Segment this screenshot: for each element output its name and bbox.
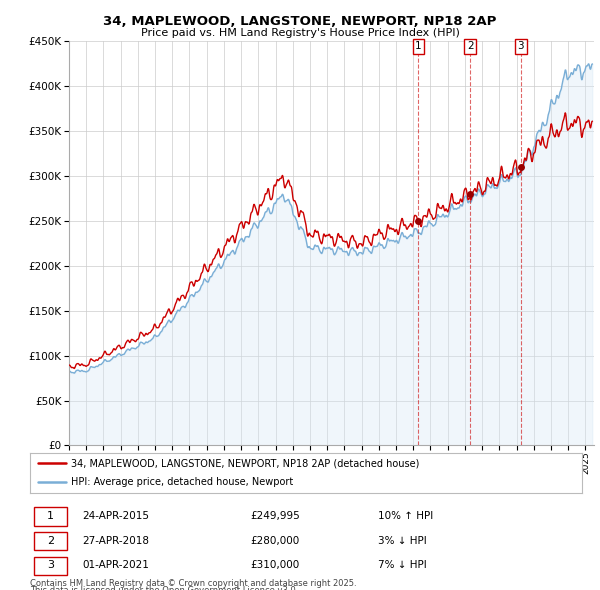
Text: 27-APR-2018: 27-APR-2018 (82, 536, 149, 546)
Text: 7% ↓ HPI: 7% ↓ HPI (378, 560, 427, 571)
Text: This data is licensed under the Open Government Licence v3.0.: This data is licensed under the Open Gov… (30, 586, 298, 590)
Text: 3% ↓ HPI: 3% ↓ HPI (378, 536, 427, 546)
FancyBboxPatch shape (34, 507, 67, 526)
Text: Contains HM Land Registry data © Crown copyright and database right 2025.: Contains HM Land Registry data © Crown c… (30, 579, 356, 588)
Text: 34, MAPLEWOOD, LANGSTONE, NEWPORT, NP18 2AP (detached house): 34, MAPLEWOOD, LANGSTONE, NEWPORT, NP18 … (71, 458, 420, 468)
Text: £249,995: £249,995 (251, 511, 301, 521)
Text: £310,000: £310,000 (251, 560, 300, 571)
Text: 01-APR-2021: 01-APR-2021 (82, 560, 149, 571)
Text: 34, MAPLEWOOD, LANGSTONE, NEWPORT, NP18 2AP: 34, MAPLEWOOD, LANGSTONE, NEWPORT, NP18 … (103, 15, 497, 28)
FancyBboxPatch shape (34, 557, 67, 575)
Text: Price paid vs. HM Land Registry's House Price Index (HPI): Price paid vs. HM Land Registry's House … (140, 28, 460, 38)
Text: 2: 2 (467, 41, 473, 51)
Text: 3: 3 (47, 560, 54, 571)
Text: 10% ↑ HPI: 10% ↑ HPI (378, 511, 433, 521)
Text: 24-APR-2015: 24-APR-2015 (82, 511, 149, 521)
Text: 1: 1 (415, 41, 422, 51)
Text: HPI: Average price, detached house, Newport: HPI: Average price, detached house, Newp… (71, 477, 293, 487)
Text: 2: 2 (47, 536, 54, 546)
Text: 1: 1 (47, 511, 54, 521)
FancyBboxPatch shape (34, 532, 67, 550)
Text: 3: 3 (518, 41, 524, 51)
Text: £280,000: £280,000 (251, 536, 300, 546)
